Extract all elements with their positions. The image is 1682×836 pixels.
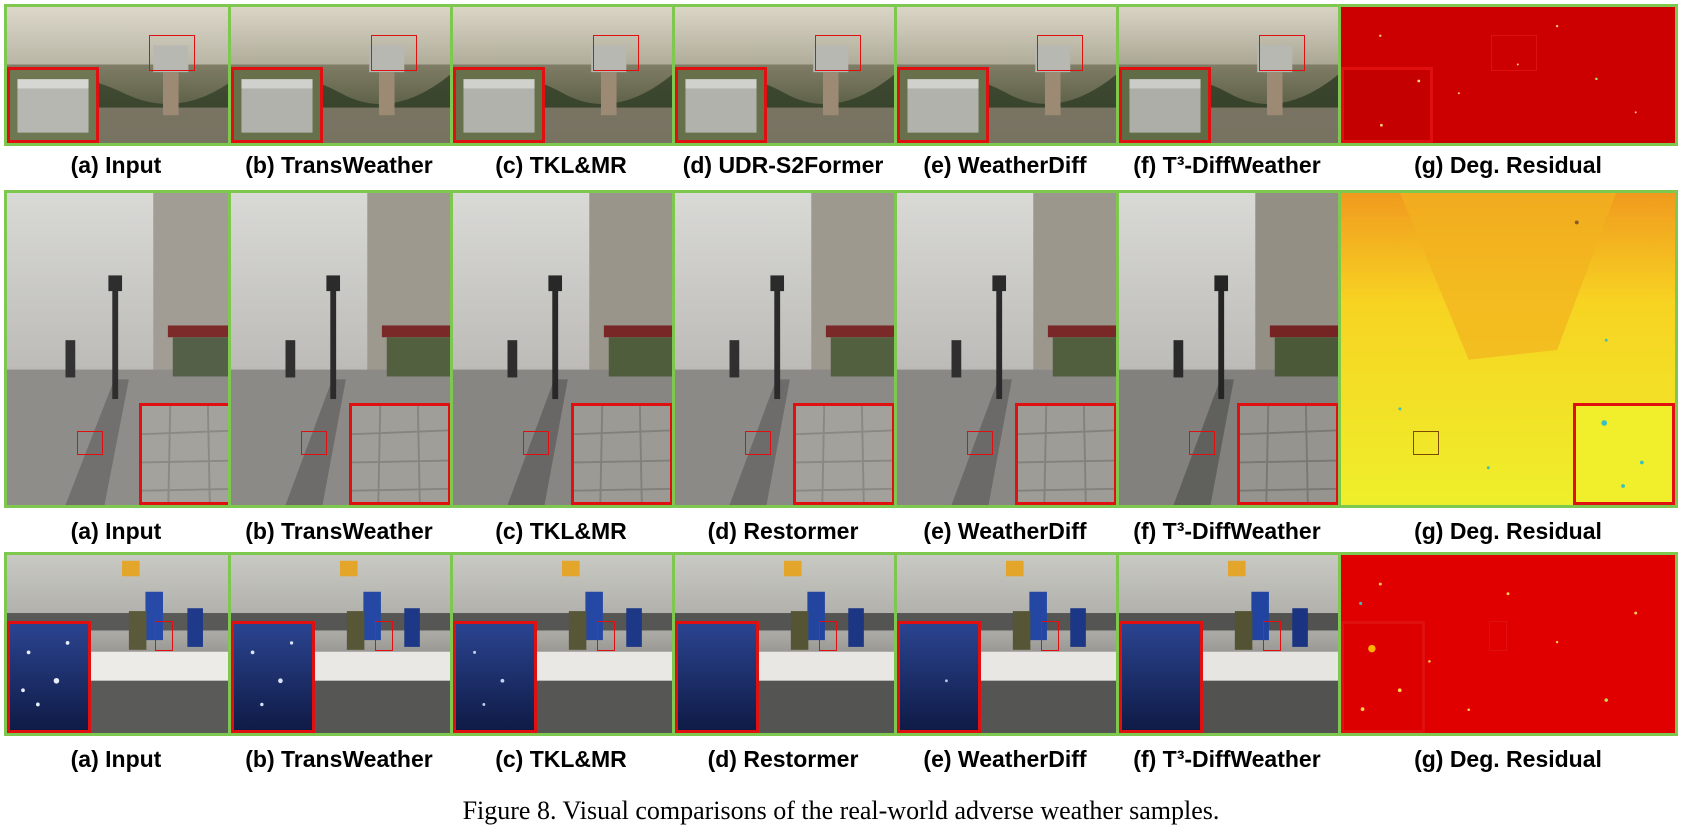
zoom-inset [1573,403,1675,505]
caption: (d) Restormer [707,746,859,772]
zoom-inset [7,621,91,733]
zoom-inset [349,403,451,505]
zoom-inset [453,621,537,733]
panel-transweather-haze [228,4,454,146]
panel-input-haze [4,4,244,146]
caption: (g) Deg. Residual [1414,746,1602,772]
zoom-region-marker [149,35,195,71]
caption: (b) TransWeather [245,518,433,544]
panel-weatherdiff-snow [894,552,1120,736]
caption: (c) TKL&MR [495,152,627,178]
caption: (e) WeatherDiff [923,518,1087,544]
row-3 [4,552,1678,736]
zoom-region-marker [375,621,393,651]
caption: (g) Deg. Residual [1414,152,1602,178]
zoom-region-marker [1189,431,1215,455]
zoom-inset [675,621,759,733]
panel-tklmr-fog [450,190,676,508]
panel-tklmr-snow [450,552,676,736]
caption: (a) Input [70,746,162,772]
zoom-region-marker [301,431,327,455]
zoom-region-marker [593,35,639,71]
panel-t3-diffweather-snow [1116,552,1342,736]
row-1 [4,4,1678,146]
zoom-inset [1237,403,1339,505]
panel-transweather-snow [228,552,454,736]
caption: (g) Deg. Residual [1414,518,1602,544]
zoom-inset [453,67,545,143]
panel-deg-residual-snow [1338,552,1678,736]
zoom-region-marker [745,431,771,455]
zoom-inset [7,67,99,143]
panel-input-snow [4,552,244,736]
zoom-inset [897,67,989,143]
zoom-inset [1119,67,1211,143]
panel-restormer-fog [672,190,898,508]
zoom-region-marker [1491,35,1537,71]
panel-input-fog [4,190,244,508]
zoom-region-marker [815,35,861,71]
caption: (c) TKL&MR [495,746,627,772]
zoom-region-marker [371,35,417,71]
caption: (e) WeatherDiff [923,746,1087,772]
zoom-inset [139,403,241,505]
panel-transweather-fog [228,190,454,508]
caption: (f) T³-DiffWeather [1133,518,1321,544]
zoom-region-marker [967,431,993,455]
figure-caption: Figure 8. Visual comparisons of the real… [462,796,1220,825]
zoom-region-marker [1037,35,1083,71]
caption: (d) Restormer [707,518,859,544]
zoom-inset [231,621,315,733]
panel-t3-diffweather-haze [1116,4,1342,146]
zoom-inset [1341,621,1425,733]
zoom-region-marker [1041,621,1059,651]
caption: (d) UDR-S2Former [682,152,884,178]
caption: (b) TransWeather [245,746,433,772]
zoom-region-marker [523,431,549,455]
caption: (e) WeatherDiff [923,152,1087,178]
zoom-inset [231,67,323,143]
caption: (c) TKL&MR [495,518,627,544]
panel-weatherdiff-fog [894,190,1120,508]
panel-weatherdiff-haze [894,4,1120,146]
zoom-region-marker [77,431,103,455]
zoom-region-marker [1413,431,1439,455]
zoom-inset [1015,403,1117,505]
panel-deg-residual-haze [1338,4,1678,146]
row-2 [4,190,1678,508]
caption: (f) T³-DiffWeather [1133,746,1321,772]
zoom-inset [571,403,673,505]
caption: (f) T³-DiffWeather [1133,152,1321,178]
zoom-region-marker [1263,621,1281,651]
zoom-region-marker [819,621,837,651]
zoom-region-marker [1489,621,1507,651]
zoom-inset [1119,621,1203,733]
zoom-inset [793,403,895,505]
panel-udr-s2former-haze [672,4,898,146]
caption: (a) Input [70,518,162,544]
zoom-region-marker [155,621,173,651]
zoom-inset [897,621,981,733]
panel-deg-residual-fog [1338,190,1678,508]
zoom-region-marker [1259,35,1305,71]
panel-tklmr-haze [450,4,676,146]
zoom-inset [675,67,767,143]
zoom-region-marker [597,621,615,651]
caption: (a) Input [70,152,162,178]
caption: (b) TransWeather [245,152,433,178]
panel-t3-diffweather-fog [1116,190,1342,508]
panel-restormer-snow [672,552,898,736]
zoom-inset [1341,67,1433,143]
